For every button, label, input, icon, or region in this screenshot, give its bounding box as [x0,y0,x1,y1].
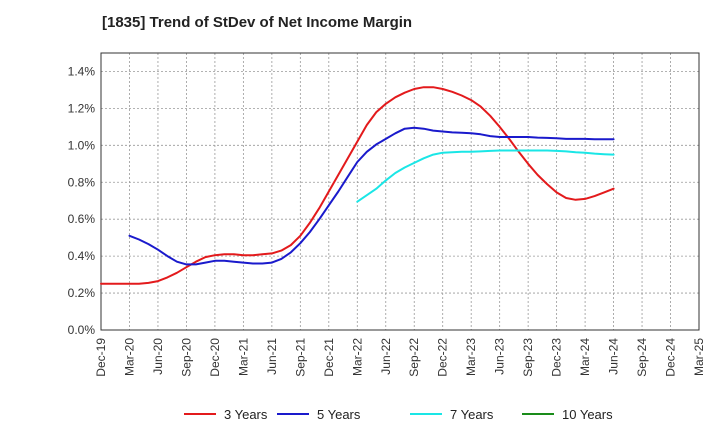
y-tick-label: 1.0% [68,138,96,152]
y-tick-label: 0.8% [68,175,96,189]
x-tick-label: Jun-22 [379,338,393,375]
x-tick-label: Mar-22 [350,338,364,376]
y-tick-label: 0.6% [68,212,96,226]
x-tick-label: Sep-24 [635,338,649,377]
x-tick-label: Sep-21 [293,338,307,377]
x-tick-label: Dec-24 [664,338,678,377]
y-tick-label: 1.2% [68,101,96,115]
x-tick-label: Jun-20 [151,338,165,375]
x-tick-label: Mar-23 [464,338,478,376]
x-tick-label: Dec-19 [94,338,108,377]
x-tick-label: Jun-23 [493,338,507,375]
x-tick-label: Jun-21 [265,338,279,375]
x-tick-label: Mar-21 [236,338,250,376]
y-tick-label: 0.0% [68,323,96,337]
chart-title: [1835] Trend of StDev of Net Income Marg… [102,14,413,31]
legend-label-7-years: 7 Years [450,407,494,422]
y-tick-label: 0.4% [68,249,96,263]
x-tick-label: Sep-22 [407,338,421,377]
x-tick-label: Dec-23 [550,338,564,377]
x-tick-label: Dec-22 [436,338,450,377]
series-line-3-years [100,86,615,285]
x-tick-label: Dec-20 [208,338,222,377]
y-tick-label: 1.4% [68,64,96,78]
x-tick-label: Mar-25 [692,338,706,376]
series-line-5-years [128,126,615,266]
legend-label-3-years: 3 Years [224,407,268,422]
plot-border [100,52,700,331]
x-tick-label: Sep-20 [179,338,193,377]
x-tick-label: Sep-23 [521,338,535,377]
legend-label-10-years: 10 Years [562,407,613,422]
x-tick-label: Dec-21 [322,338,336,377]
plot-area [101,53,699,330]
series-line-7-years [356,149,615,203]
x-tick-label: Mar-24 [578,338,592,376]
x-tick-label: Mar-20 [122,338,136,376]
x-tick-label: Jun-24 [607,338,621,375]
y-tick-label: 0.2% [68,286,96,300]
legend-label-5-years: 5 Years [317,407,361,422]
